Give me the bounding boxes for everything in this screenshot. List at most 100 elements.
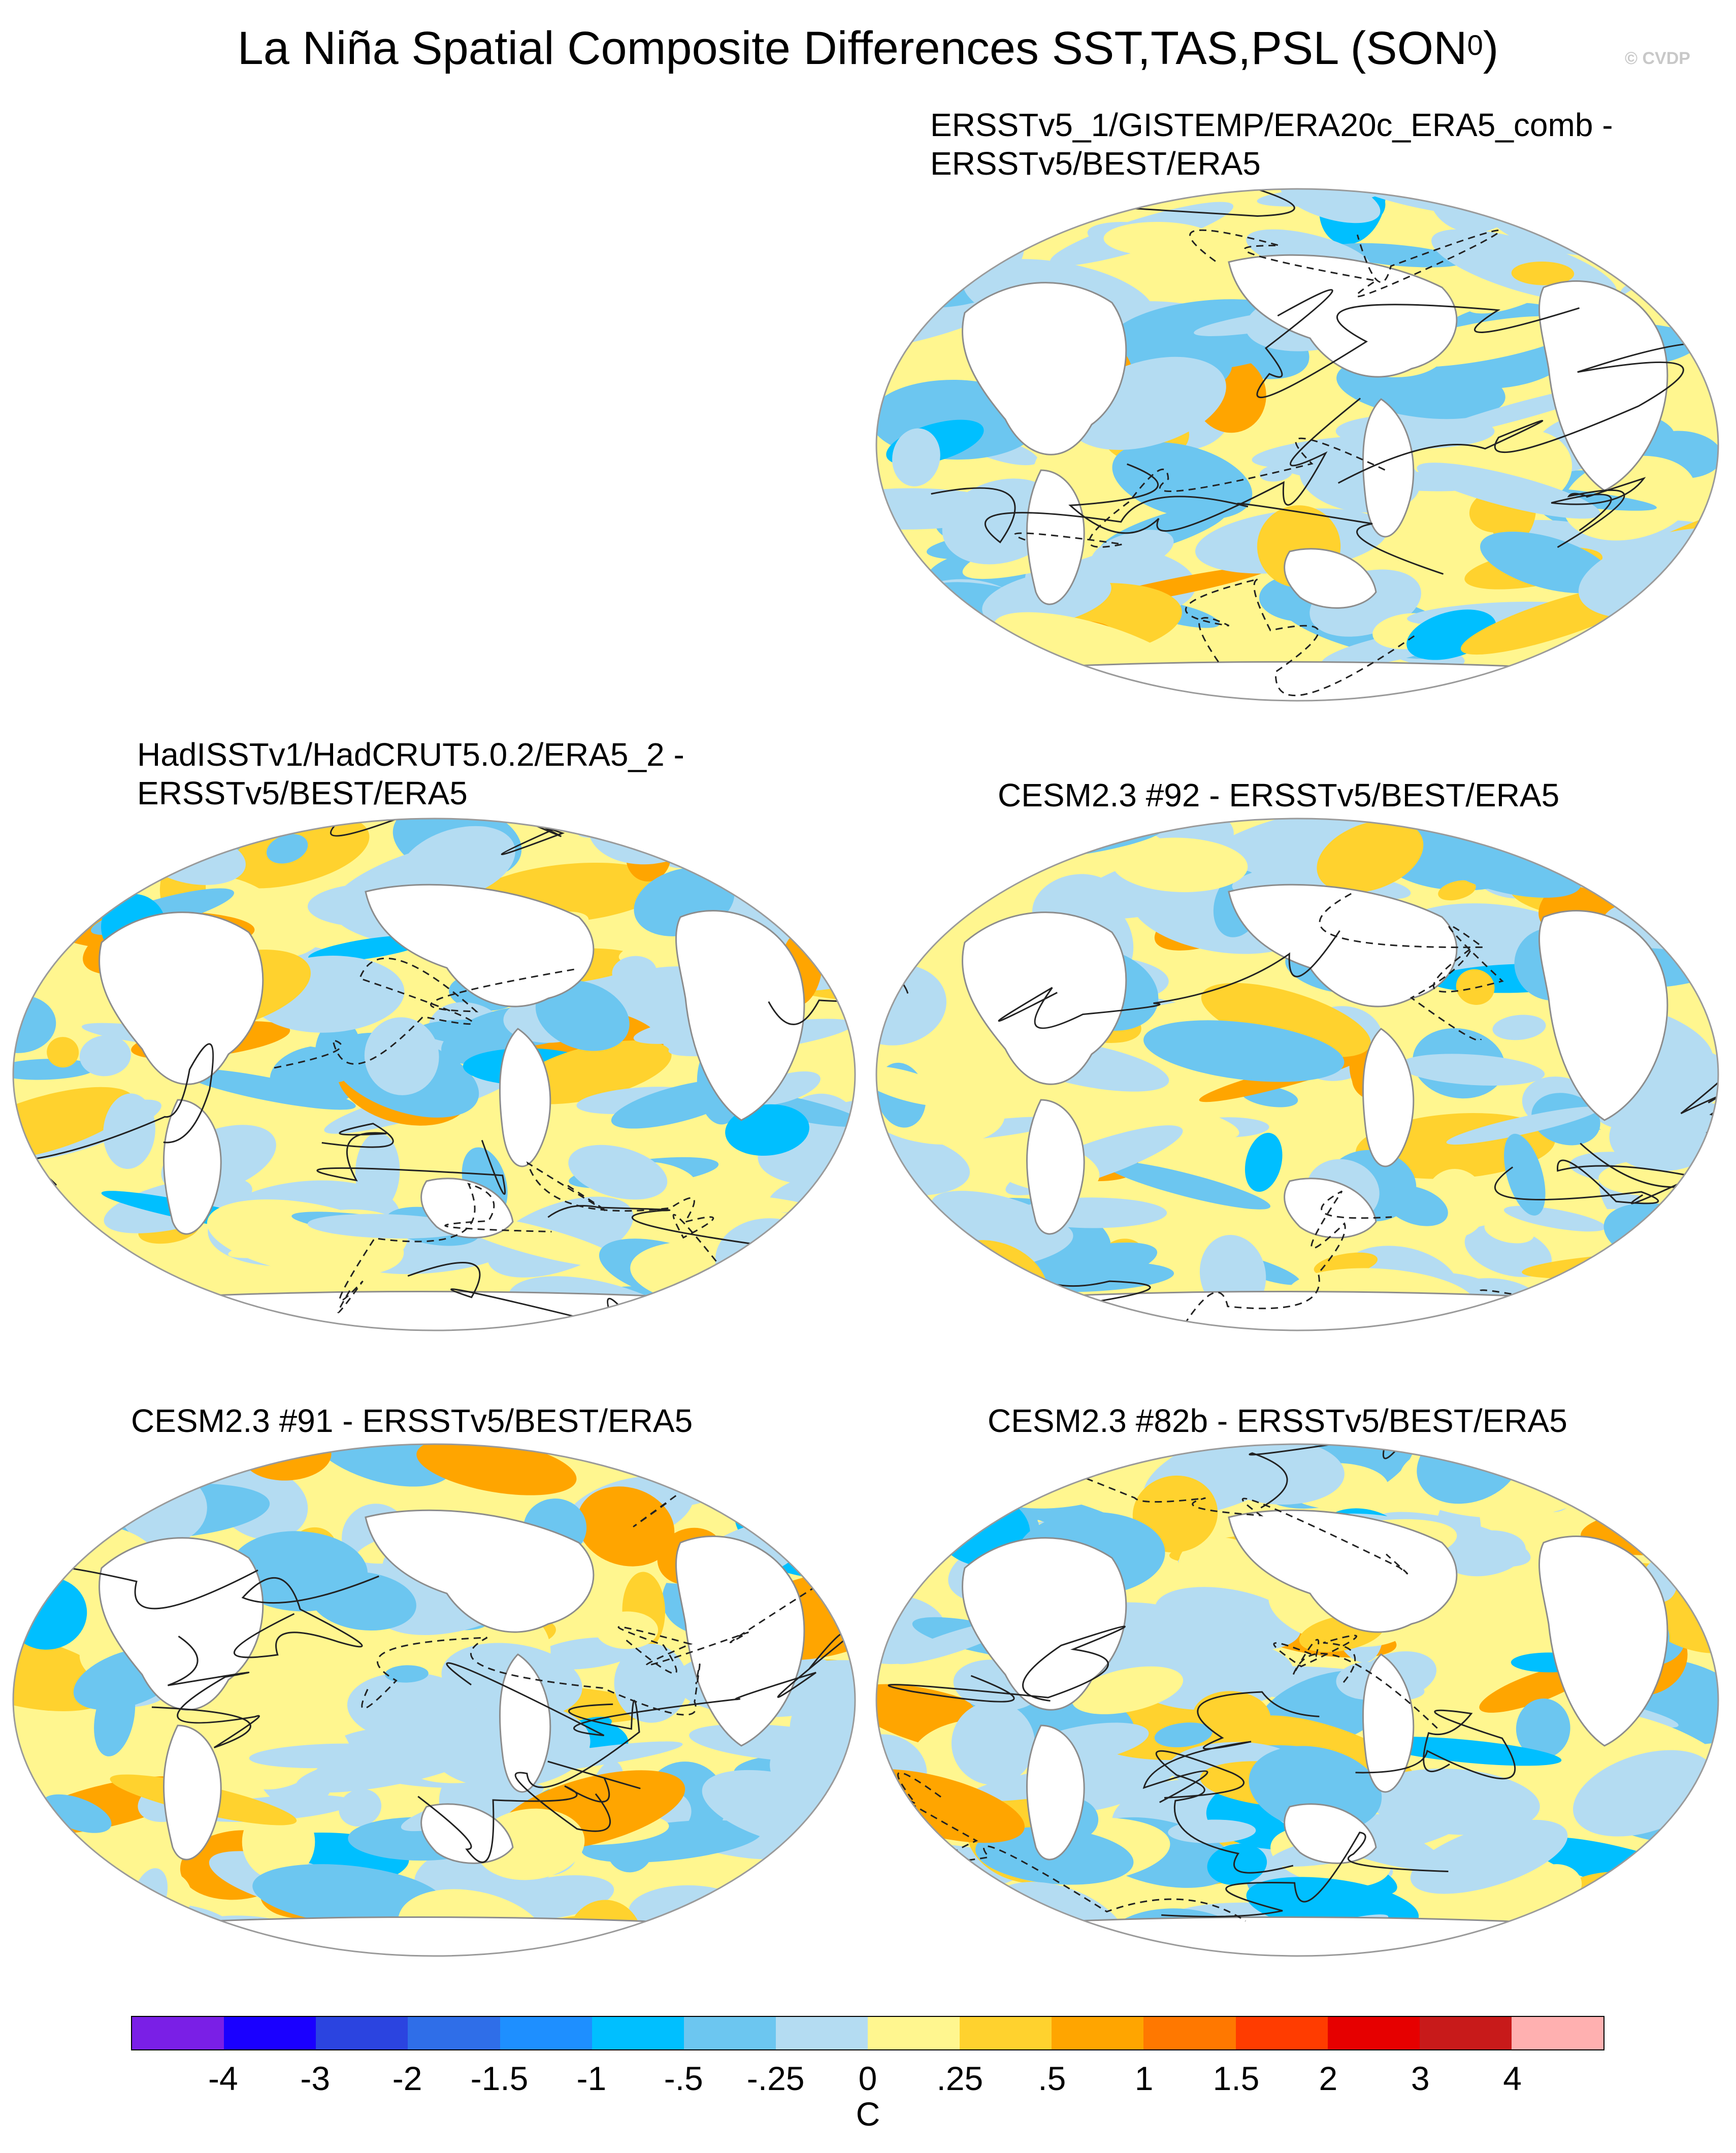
psl-contour-line <box>1142 1691 1320 1803</box>
psl-contour-line <box>151 1636 260 1749</box>
main-title-text: La Niña Spatial Composite Differences SS… <box>237 22 1467 74</box>
panel-title-1-line2: ERSSTv5/BEST/ERA5 <box>930 145 1261 182</box>
psl-contour-line <box>998 930 1340 1029</box>
colorbar-swatch <box>683 2017 776 2049</box>
land-mask <box>1228 254 1458 378</box>
land-mask <box>675 910 805 1121</box>
panel-title-3: CESM2.3 #92 - ERSSTv5/BEST/ERA5 <box>998 776 1559 814</box>
psl-contour-line <box>1155 1750 1294 1874</box>
land-mask <box>962 1537 1127 1711</box>
colorbar-tick-label: -.5 <box>664 2060 703 2097</box>
psl-contour-line <box>1189 229 1500 298</box>
colorbar-tick-label: 2 <box>1319 2060 1338 2097</box>
psl-contour-line <box>888 1625 1126 1703</box>
psl-contour-line <box>1183 1190 1392 1325</box>
psl-contour-line <box>1256 289 1580 399</box>
colorbar-tick-label: -.25 <box>746 2060 805 2097</box>
psl-contour-line <box>1337 342 1718 484</box>
panel-title-3-line1: CESM2.3 #92 - ERSSTv5/BEST/ERA5 <box>998 777 1560 813</box>
land-mask <box>1228 1509 1458 1633</box>
colorbar-tick-label: .5 <box>1038 2060 1066 2097</box>
colorbar-labels: -4 -3 -2 -1.5 -1 -.5 -.25 0 .25 .5 1 1.5 2 3 4 <box>0 2059 1736 2100</box>
land-mask <box>1026 1724 1085 1861</box>
psl-contour-line <box>446 1632 846 1737</box>
psl-contour-line <box>1014 437 1387 548</box>
colorbar-tick-label: 1.5 <box>1213 2060 1260 2097</box>
panel-title-2-line2: ERSSTv5/BEST/ERA5 <box>137 775 468 811</box>
colorbar-swatch <box>1052 2017 1144 2049</box>
colorbar-swatch <box>408 2017 500 2049</box>
land-mask <box>1362 1028 1415 1167</box>
map-border <box>875 1443 1719 1957</box>
map-border <box>12 1443 856 1957</box>
colorbar-swatch <box>500 2017 592 2049</box>
map-field-plot <box>875 818 1719 1331</box>
psl-contour-line <box>1551 477 1646 548</box>
psl-contour-line <box>361 1637 701 1716</box>
map-panel-3 <box>873 815 1721 1333</box>
psl-contour-line <box>274 957 575 1069</box>
panel-title-1-line1: ERSSTv5_1/GISTEMP/ERA20c_ERA5_comb - <box>930 107 1613 143</box>
colorbar-swatch <box>1419 2017 1512 2049</box>
land-mask <box>365 1509 595 1633</box>
map-panel-1 <box>873 186 1721 704</box>
map-panel-2 <box>10 815 858 1333</box>
psl-contour-line <box>547 1200 855 1278</box>
colorbar-tick-label: -1.5 <box>470 2060 529 2097</box>
colorbar-tick-label: -3 <box>300 2060 331 2097</box>
psl-contour-line <box>233 1575 379 1658</box>
colorbar-swatch <box>316 2017 408 2049</box>
colorbar-tick-label: 1 <box>1134 2060 1154 2097</box>
psl-contour-line <box>1161 1832 1449 1917</box>
watermark: © CVDP <box>1625 49 1690 68</box>
panel-title-4: CESM2.3 #91 - ERSSTv5/BEST/ERA5 <box>131 1401 693 1440</box>
map-field-plot <box>875 1443 1719 1957</box>
colorbar <box>131 2016 1604 2050</box>
land-mask <box>420 1803 514 1864</box>
psl-contour-line <box>1319 893 1504 1041</box>
land-mask <box>99 911 264 1085</box>
colorbar-swatch <box>224 2017 316 2049</box>
land-mask <box>85 1291 783 1330</box>
panel-title-5: CESM2.3 #82b - ERSSTv5/BEST/ERA5 <box>988 1401 1567 1440</box>
colorbar-swatch <box>775 2017 868 2049</box>
panel-title-4-line1: CESM2.3 #91 - ERSSTv5/BEST/ERA5 <box>131 1402 693 1439</box>
land-mask <box>948 661 1646 701</box>
psl-contour-line <box>1185 578 1416 697</box>
land-mask <box>1538 1536 1668 1747</box>
panel-title-1: ERSSTv5_1/GISTEMP/ERA20c_ERA5_comb - ERS… <box>930 106 1613 183</box>
panel-title-2-line1: HadISSTv1/HadCRUT5.0.2/ERA5_2 - <box>137 736 684 773</box>
map-field-plot <box>12 818 856 1331</box>
psl-contour-line <box>1249 1444 1548 1509</box>
main-title-superscript: 0 <box>1467 29 1483 61</box>
land-mask <box>948 1916 1646 1956</box>
map-panel-4 <box>10 1441 858 1959</box>
land-mask <box>163 1724 222 1861</box>
land-mask <box>85 1916 783 1956</box>
colorbar-tick-label: -4 <box>208 2060 238 2097</box>
panel-title-5-line1: CESM2.3 #82b - ERSSTv5/BEST/ERA5 <box>988 1402 1567 1439</box>
map-border <box>875 818 1719 1331</box>
colorbar-tick-label: 3 <box>1411 2060 1430 2097</box>
land-mask <box>1026 469 1085 605</box>
colorbar-swatch <box>1511 2017 1603 2049</box>
psl-contour-line <box>768 954 855 1025</box>
colorbar-tick-label: -2 <box>392 2060 422 2097</box>
colorbar-tick-label: 0 <box>858 2060 877 2097</box>
psl-contour-line <box>316 1123 506 1195</box>
main-title: La Niña Spatial Composite Differences SS… <box>0 20 1736 76</box>
land-mask <box>1026 1099 1085 1235</box>
colorbar-swatch <box>1327 2017 1420 2049</box>
land-mask <box>1228 884 1458 1007</box>
land-mask <box>1538 910 1668 1121</box>
land-mask <box>675 1536 805 1747</box>
land-mask <box>962 282 1127 455</box>
land-mask <box>1538 280 1668 492</box>
psl-contour-line <box>417 1760 641 1863</box>
colorbar-swatch <box>1235 2017 1328 2049</box>
land-mask <box>1284 1803 1377 1864</box>
land-mask <box>499 1653 551 1793</box>
colorbar-tick-label: .25 <box>936 2060 984 2097</box>
colorbar-swatch <box>592 2017 684 2049</box>
map-panel-5 <box>873 1441 1721 1959</box>
